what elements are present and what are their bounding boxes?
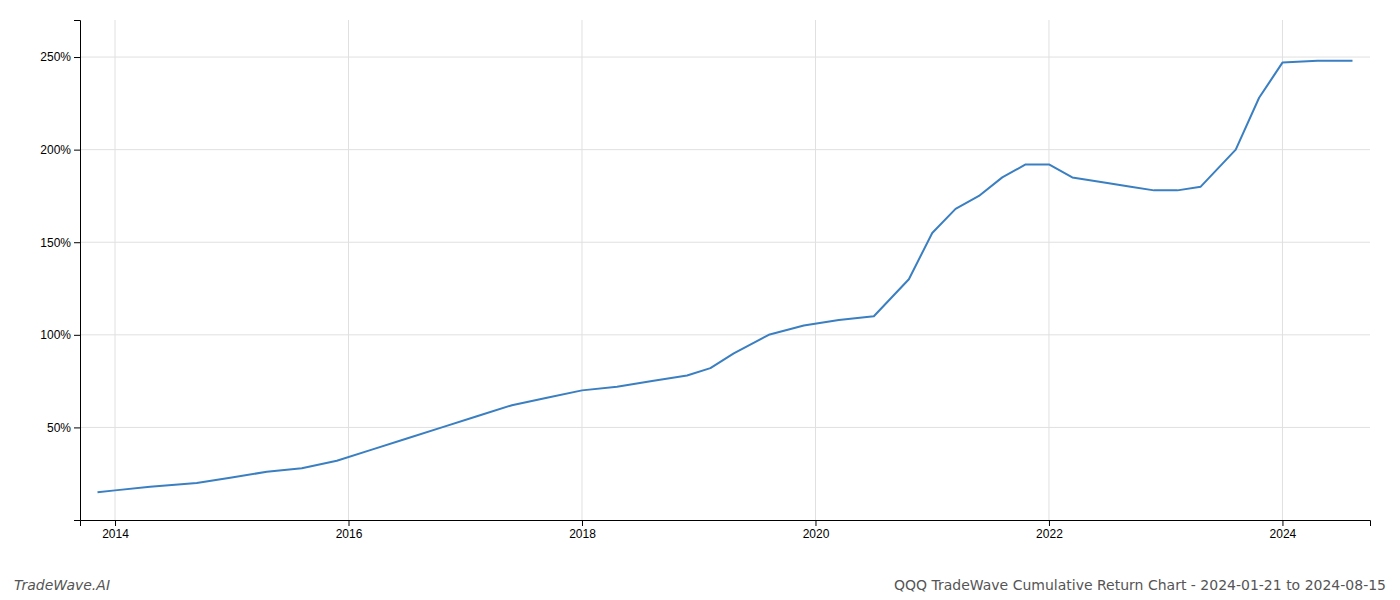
y-tick-label: 200% [40, 143, 71, 157]
chart-svg: 2014 2016 2018 2020 2022 2024 50% 100% 150% 200% 2… [0, 0, 1400, 600]
y-grid-line [80, 149, 1370, 150]
y-tick: 50% [47, 421, 80, 435]
x-grid-line [1282, 20, 1283, 520]
y-tick-label: 100% [40, 328, 71, 342]
y-tick-label: 250% [40, 50, 71, 64]
y-tick: 200% [40, 143, 80, 157]
x-tick-label: 2020 [803, 527, 830, 541]
x-tick-mark [815, 520, 816, 526]
x-tick-mark [582, 520, 583, 526]
y-tick-mark [74, 427, 80, 428]
y-grid-line [80, 334, 1370, 335]
x-tick-mark [1282, 520, 1283, 526]
x-tick: 2024 [1270, 520, 1297, 541]
y-tick: 150% [40, 236, 80, 250]
x-tick-mark [115, 520, 116, 526]
lines [98, 61, 1353, 492]
x-tick-mark [349, 520, 350, 526]
x-grid-line [815, 20, 816, 520]
x-tick: 2020 [803, 520, 830, 541]
x-grid-line [581, 20, 582, 520]
y-tick-mark [74, 57, 80, 58]
x-grid-line [348, 20, 349, 520]
y-grid-line [80, 242, 1370, 243]
y-tick: 100% [40, 328, 80, 342]
data-line [98, 61, 1353, 492]
x-tick: 2022 [1036, 520, 1063, 541]
y-tick-mark [74, 335, 80, 336]
y-tick-label: 50% [47, 421, 71, 435]
x-axis: 2014 2016 2018 2020 2022 2024 [81, 520, 1371, 541]
y-tick-label: 150% [40, 236, 71, 250]
x-tick: 2014 [102, 520, 129, 541]
y-axis: 50% 100% 150% 200% 250% [40, 21, 80, 521]
y-tick-mark [74, 242, 80, 243]
y-tick-mark [74, 150, 80, 151]
x-tick-label: 2022 [1036, 527, 1063, 541]
x-tick-label: 2014 [102, 527, 129, 541]
x-tick-label: 2018 [569, 527, 596, 541]
x-tick: 2016 [336, 520, 363, 541]
x-axis-line [81, 521, 1371, 527]
y-axis-line [74, 21, 81, 521]
chart-title: QQQ TradeWave Cumulative Return Chart - … [894, 577, 1386, 593]
y-grid-line [80, 427, 1370, 428]
y-tick: 250% [40, 50, 80, 64]
x-tick-label: 2024 [1270, 527, 1297, 541]
x-tick: 2018 [569, 520, 596, 541]
plot-area: 2014 2016 2018 2020 2022 2024 50% 100% 150% 200% 2… [40, 20, 1370, 541]
x-grid-line [115, 20, 116, 520]
x-tick-label: 2016 [336, 527, 363, 541]
x-tick-mark [1049, 520, 1050, 526]
grid [80, 20, 1370, 520]
y-grid-line [80, 57, 1370, 58]
watermark: TradeWave.AI [14, 577, 110, 593]
x-grid-line [1048, 20, 1049, 520]
